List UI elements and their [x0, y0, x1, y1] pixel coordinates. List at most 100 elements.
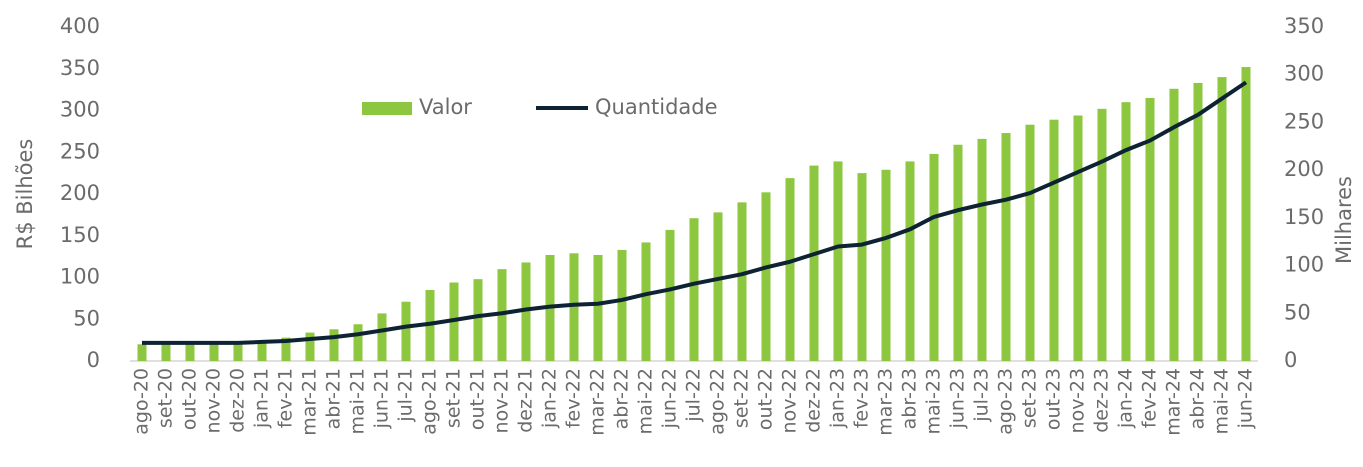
x-tick-label: jun-21: [371, 368, 393, 429]
bar: [881, 169, 891, 361]
bar: [833, 161, 843, 361]
legend-label: Quantidade: [595, 95, 718, 119]
bar: [1241, 67, 1251, 361]
y2-tick-label: 100: [1284, 253, 1324, 277]
bar: [281, 337, 291, 361]
y2-tick-label: 150: [1284, 205, 1324, 229]
x-tick-label: dez-22: [803, 368, 825, 433]
x-tick-label: set-20: [155, 368, 177, 428]
bar: [521, 262, 531, 361]
x-tick-label: dez-21: [515, 368, 537, 433]
line: [142, 80, 1248, 345]
bar: [1121, 102, 1131, 362]
x-tick-label: ago-20: [131, 368, 153, 435]
x-tick-label: set-21: [443, 368, 465, 428]
x-tick-label: abr-24: [1187, 368, 1209, 429]
x-tick-label: nov-23: [1067, 368, 1089, 433]
x-tick-label: dez-23: [1091, 368, 1113, 433]
bar: [1145, 97, 1155, 361]
x-tick-label: jul-23: [971, 368, 993, 423]
x-tick-label: dez-20: [227, 368, 249, 433]
bar: [953, 144, 963, 361]
bar: [905, 161, 915, 361]
legend-swatch: [362, 102, 412, 115]
x-tick-label: mar-21: [299, 368, 321, 436]
bar: [305, 332, 315, 361]
x-tick-label: ago-23: [995, 368, 1017, 435]
x-tick-label: abr-22: [611, 368, 633, 429]
y-tick-label: 400: [60, 14, 100, 38]
x-tick-label: jan-21: [251, 368, 273, 429]
x-tick-label: out-23: [1043, 368, 1065, 430]
x-tick-label: jun-23: [947, 368, 969, 429]
y2-tick-label: 300: [1284, 62, 1324, 86]
x-tick-label: jun-22: [659, 368, 681, 429]
x-tick-label: jun-24: [1235, 368, 1257, 429]
x-tick-label: jan-23: [827, 368, 849, 429]
bar: [209, 344, 219, 361]
x-tick-label: mai-22: [635, 368, 657, 434]
bar: [737, 202, 747, 361]
legend-label: Valor: [419, 95, 472, 119]
bar: [401, 301, 411, 361]
x-tick-label: fev-24: [1139, 368, 1161, 428]
x-tick-label: nov-20: [203, 368, 225, 433]
x-tick-label: abr-23: [899, 368, 921, 429]
bar: [1097, 108, 1107, 361]
bar: [593, 254, 603, 361]
y2-tick-label: 50: [1284, 300, 1311, 324]
x-tick-label: fev-23: [851, 368, 873, 428]
y2-tick-label: 250: [1284, 109, 1324, 133]
x-tick-label: nov-22: [779, 368, 801, 433]
bar: [377, 313, 387, 361]
y-tick-label: 100: [60, 265, 100, 289]
x-tick-label: mai-24: [1211, 368, 1233, 434]
x-tick-label: mai-23: [923, 368, 945, 434]
x-tick-label: mar-24: [1163, 368, 1185, 436]
bar: [473, 279, 483, 361]
bar: [161, 344, 171, 361]
x-tick-label: fev-22: [563, 368, 585, 428]
y-tick-label: 250: [60, 139, 100, 163]
y-tick-label: 150: [60, 223, 100, 247]
x-tick-label: abr-21: [323, 368, 345, 429]
x-tick-label: mar-23: [875, 368, 897, 436]
y2-axis-title: Milhares: [1332, 176, 1356, 264]
bar: [1193, 82, 1203, 361]
bar: [1025, 124, 1035, 361]
bar: [929, 153, 939, 361]
y-tick-label: 200: [60, 181, 100, 205]
bar: [809, 165, 819, 361]
bar: [569, 253, 579, 361]
x-tick-label: mar-22: [587, 368, 609, 436]
x-tick-label: jan-22: [539, 368, 561, 429]
bar: [1073, 115, 1083, 361]
y-axis-title: R$ Bilhões: [13, 139, 37, 250]
x-tick-label: out-22: [755, 368, 777, 430]
y-tick-label: 0: [87, 348, 100, 372]
x-tick-label: jan-24: [1115, 368, 1137, 429]
bar: [785, 178, 795, 361]
x-tick-label: out-21: [467, 368, 489, 430]
x-tick-label: nov-21: [491, 368, 513, 433]
bar: [977, 138, 987, 361]
bar: [761, 192, 771, 361]
x-tick-label: jul-21: [395, 368, 417, 423]
bar: [857, 173, 867, 361]
bar: [233, 344, 243, 361]
bar: [713, 212, 723, 361]
bar: [257, 342, 267, 361]
bar: [1169, 88, 1179, 361]
bar: [1217, 77, 1227, 361]
x-tick-label: fev-21: [275, 368, 297, 428]
y-tick-label: 50: [73, 306, 100, 330]
y2-tick-label: 200: [1284, 157, 1324, 181]
bar: [617, 249, 627, 361]
x-tick-label: out-20: [179, 368, 201, 430]
bar: [665, 229, 675, 361]
y2-tick-label: 350: [1284, 14, 1324, 38]
bar: [641, 242, 651, 361]
bar: [689, 218, 699, 361]
x-tick-label: ago-22: [707, 368, 729, 435]
